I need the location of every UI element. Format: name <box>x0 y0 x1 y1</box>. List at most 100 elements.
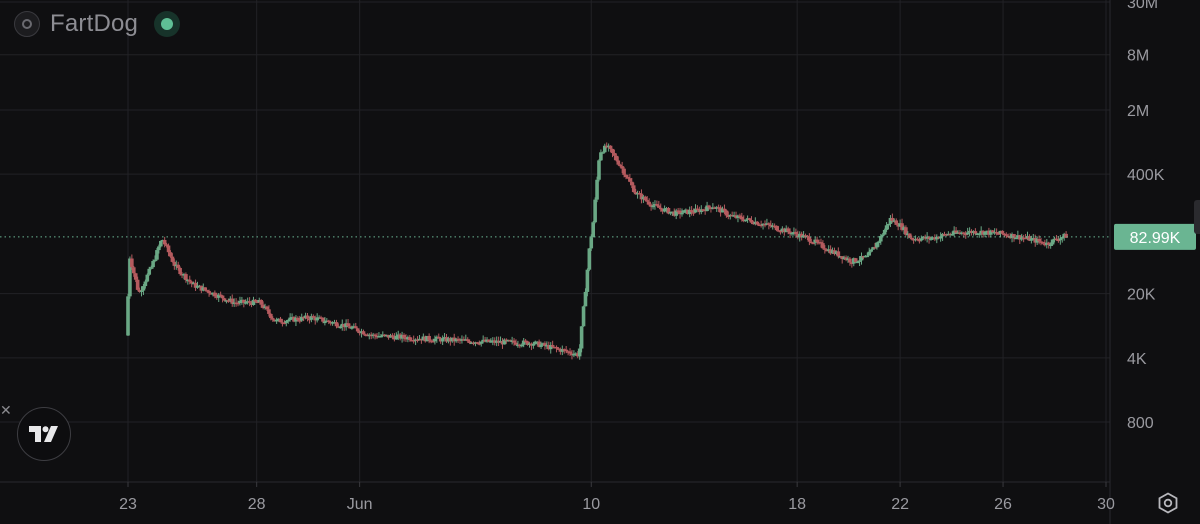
price-axis[interactable]: 30M 8M 2M 400K 20K 4K 800 <box>1127 0 1165 432</box>
candle-body <box>508 340 512 342</box>
candle-body <box>815 239 819 243</box>
candle-body <box>307 318 312 321</box>
y-tick-label: 400K <box>1127 167 1165 184</box>
candle-body <box>417 338 422 341</box>
candle-body <box>799 233 804 238</box>
candle-body <box>303 315 308 318</box>
y-tick-label: 2M <box>1127 103 1149 120</box>
candle-body <box>633 192 638 195</box>
candle-body <box>294 317 298 322</box>
candle-body <box>164 244 169 246</box>
candle-body <box>975 233 980 236</box>
candle-body <box>355 328 360 332</box>
candle-body <box>620 166 624 169</box>
candle-body <box>670 211 675 214</box>
candle-body <box>469 342 474 345</box>
candle-body <box>944 234 949 236</box>
candle-body <box>971 231 976 234</box>
candle-body <box>844 257 848 260</box>
candle-body <box>840 256 844 260</box>
candle-body <box>216 294 221 298</box>
candle-body <box>465 339 470 342</box>
candle-body <box>934 236 939 240</box>
tradingview-logo-icon[interactable] <box>17 407 71 461</box>
candle-body <box>734 215 738 218</box>
candle-body <box>1033 237 1038 243</box>
settings-icon[interactable] <box>1155 490 1181 516</box>
candle-body <box>830 250 835 254</box>
candle-body <box>168 252 173 257</box>
candle-body <box>512 340 516 343</box>
candle-body <box>917 239 922 242</box>
time-axis[interactable]: 23 28 Jun 10 18 22 26 30 <box>119 482 1115 513</box>
candle-body <box>408 337 412 340</box>
candle-body <box>238 300 242 304</box>
candle-body <box>1025 236 1030 239</box>
candle-body <box>492 340 497 343</box>
scale-drag-handle[interactable] <box>1194 200 1200 234</box>
candle-body <box>128 258 132 297</box>
candle-body <box>427 335 431 341</box>
candle-body <box>220 295 225 299</box>
candle-body <box>510 340 514 343</box>
candle-body <box>218 294 223 297</box>
candle-body <box>214 296 219 298</box>
candle-body <box>413 339 418 341</box>
candle-body <box>554 346 559 349</box>
collapse-panel-handle[interactable]: ✕ <box>0 402 12 418</box>
candle-body <box>616 160 621 165</box>
candle-body <box>643 196 648 201</box>
candle-body <box>728 214 733 217</box>
candle-body <box>963 233 968 236</box>
candle-body <box>801 235 806 238</box>
candle-body <box>572 354 576 356</box>
candle-body <box>481 339 485 342</box>
candle-body <box>566 351 570 353</box>
candle-body <box>701 209 706 211</box>
candle-body <box>558 348 563 352</box>
candle-body <box>992 232 997 234</box>
candle-body <box>191 282 196 285</box>
candle-body <box>684 209 688 212</box>
candle-body <box>880 234 885 237</box>
candle-body <box>491 340 495 342</box>
candle-body <box>595 179 599 200</box>
candle-body <box>867 251 872 256</box>
candle-body <box>666 208 671 214</box>
candle-body <box>406 337 410 340</box>
candle-body <box>732 215 736 217</box>
candle-body <box>1043 243 1047 246</box>
candle-body <box>1056 239 1061 242</box>
candle-body <box>967 230 972 233</box>
candle-body <box>664 208 669 210</box>
candle-body <box>338 326 343 329</box>
candle-body <box>817 242 821 244</box>
candle-body <box>1052 238 1057 241</box>
candle-body <box>680 212 684 215</box>
candle-body <box>1060 237 1065 239</box>
candle-body <box>139 290 144 293</box>
candle-body <box>915 238 920 241</box>
candle-body <box>379 335 383 338</box>
candle-body <box>823 248 827 250</box>
candle-body <box>936 236 941 239</box>
candle-body <box>940 233 945 237</box>
candle-body <box>836 251 841 257</box>
candle-body <box>133 273 138 280</box>
candle-body <box>653 204 657 206</box>
candle-body <box>610 148 615 154</box>
candle-body <box>965 232 970 235</box>
candle-body <box>689 210 694 213</box>
candle-body <box>450 337 455 342</box>
candle-body <box>436 336 441 339</box>
candle-body <box>211 292 215 295</box>
candle-body <box>821 243 825 249</box>
candle-body <box>402 335 406 338</box>
candle-body <box>321 317 325 322</box>
candle-body <box>174 264 179 267</box>
candle-body <box>906 233 910 236</box>
candle-body <box>724 210 729 216</box>
candle-body <box>386 334 391 338</box>
symbol-name: FartDog <box>50 10 139 37</box>
